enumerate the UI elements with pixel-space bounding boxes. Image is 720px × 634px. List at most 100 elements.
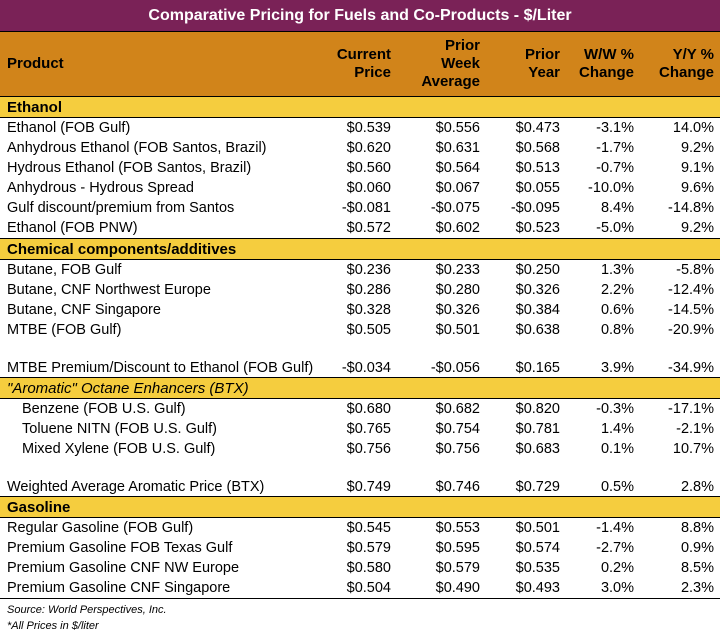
ww-change: -2.7% <box>596 540 634 556</box>
header-yy-change: Y/Y % Change <box>640 32 720 97</box>
prior-week-average: $0.754 <box>435 421 480 437</box>
table-row: MTBE Premium/Discount to Ethanol (FOB Gu… <box>0 340 720 378</box>
ww-change: 0.8% <box>600 322 634 338</box>
prior-year: $0.473 <box>515 120 560 136</box>
prior-year: $0.535 <box>515 560 560 576</box>
table-title: Comparative Pricing for Fuels and Co-Pro… <box>0 0 720 32</box>
table-row: Hydrous Ethanol (FOB Santos, Brazil) $0.5… <box>0 158 720 178</box>
product-name: Gulf discount/premium from Santos <box>7 200 235 216</box>
ww-change: 3.9% <box>600 360 634 376</box>
prior-year: $0.326 <box>515 282 560 298</box>
prior-week-average: $0.602 <box>435 220 480 236</box>
prior-year: $0.683 <box>515 441 560 457</box>
prior-year: $0.729 <box>515 479 560 495</box>
ww-change: 8.4% <box>600 200 634 216</box>
yy-change: -17.1% <box>668 401 714 417</box>
prior-year: $0.523 <box>515 220 560 236</box>
table-row: Ethanol (FOB PNW) $0.572 $0.602 $0.523 -5.0%… <box>0 218 720 239</box>
prior-year: $0.513 <box>515 160 560 176</box>
yy-change: -12.4% <box>668 282 714 298</box>
ww-change: -10.0% <box>588 180 634 196</box>
current-price: $0.579 <box>346 540 391 556</box>
prior-week-average: $0.564 <box>435 160 480 176</box>
ww-change: -0.7% <box>596 160 634 176</box>
prior-week-average: $0.556 <box>435 120 480 136</box>
yy-change: -2.1% <box>676 421 714 437</box>
header-ww-change: W/W % Change <box>566 32 640 97</box>
table-row: Weighted Average Aromatic Price (BTX) $0.… <box>0 459 720 497</box>
prior-week-average: $0.595 <box>435 540 480 556</box>
current-price: $0.236 <box>346 262 391 278</box>
yy-change: 0.9% <box>680 540 714 556</box>
prior-week-average: $0.490 <box>435 580 480 596</box>
prior-week-average: $0.233 <box>435 262 480 278</box>
ww-change: 0.5% <box>600 479 634 495</box>
current-price: $0.504 <box>346 580 391 596</box>
current-price: $0.765 <box>346 421 391 437</box>
units-note: *All Prices in $/liter <box>7 620 99 632</box>
section-header: "Aromatic" Octane Enhancers (BTX) <box>0 377 720 399</box>
table-row: Anhydrous Ethanol (FOB Santos, Brazil) $0… <box>0 138 720 158</box>
yy-change: 9.6% <box>680 180 714 196</box>
ww-change: 0.6% <box>600 302 634 318</box>
prior-week-average: $0.746 <box>435 479 480 495</box>
current-price: $0.680 <box>346 401 391 417</box>
prior-year: $0.165 <box>515 360 560 376</box>
yy-change: -34.9% <box>668 360 714 376</box>
table-row: Benzene (FOB U.S. Gulf) $0.680 $0.682 $0.82… <box>0 399 720 420</box>
header-current-price: Current Price <box>320 32 397 97</box>
product-name: Anhydrous - Hydrous Spread <box>7 180 194 196</box>
ww-change: 0.1% <box>600 441 634 457</box>
product-name: Mixed Xylene (FOB U.S. Gulf) <box>22 441 216 457</box>
table-row: Butane, FOB Gulf $0.236 $0.233 $0.250 1.3% -5… <box>0 260 720 281</box>
product-name: Ethanol (FOB Gulf) <box>7 120 131 136</box>
current-price: $0.539 <box>346 120 391 136</box>
yy-change: 8.8% <box>680 520 714 536</box>
prior-year: $0.501 <box>515 520 560 536</box>
current-price: $0.572 <box>346 220 391 236</box>
yy-change: -14.8% <box>668 200 714 216</box>
prior-week-average: $0.067 <box>435 180 480 196</box>
product-name: Premium Gasoline CNF Singapore <box>7 580 231 596</box>
yy-change: -14.5% <box>668 302 714 318</box>
table-row: Ethanol (FOB Gulf) $0.539 $0.556 $0.473 -3.1… <box>0 118 720 139</box>
prior-week-average: $0.756 <box>435 441 480 457</box>
prior-week-average: $0.326 <box>435 302 480 318</box>
prior-week-average: $0.280 <box>435 282 480 298</box>
yy-change: 10.7% <box>672 441 714 457</box>
product-name: Regular Gasoline (FOB Gulf) <box>7 520 194 536</box>
header-prior-year: Prior Year <box>486 32 566 97</box>
current-price: $0.749 <box>346 479 391 495</box>
prior-year: $0.820 <box>515 401 560 417</box>
yy-change: 8.5% <box>680 560 714 576</box>
prior-year: $0.638 <box>515 322 560 338</box>
table-row: Gulf discount/premium from Santos -$0.081… <box>0 198 720 218</box>
table-row: Butane, CNF Singapore $0.328 $0.326 $0.384 0… <box>0 300 720 320</box>
current-price: $0.620 <box>346 140 391 156</box>
section-title: "Aromatic" Octane Enhancers (BTX) <box>0 377 720 399</box>
product-name: Butane, CNF Northwest Europe <box>7 282 211 298</box>
prior-week-average: $0.579 <box>435 560 480 576</box>
prior-year: $0.493 <box>515 580 560 596</box>
product-name: MTBE Premium/Discount to Ethanol (FOB Gu… <box>7 360 314 376</box>
product-name: Anhydrous Ethanol (FOB Santos, Brazil) <box>7 140 267 156</box>
yy-change: 9.1% <box>680 160 714 176</box>
product-name: Ethanol (FOB PNW) <box>7 220 138 236</box>
yy-change: 9.2% <box>680 140 714 156</box>
yy-change: -5.8% <box>676 262 714 278</box>
prior-year: $0.781 <box>515 421 560 437</box>
table-row: Butane, CNF Northwest Europe $0.286 $0.280… <box>0 280 720 300</box>
prior-year: $0.055 <box>515 180 560 196</box>
current-price: $0.060 <box>346 180 391 196</box>
prior-week-average: $0.553 <box>435 520 480 536</box>
table-row: Premium Gasoline CNF NW Europe $0.580 $0.5… <box>0 558 720 578</box>
yy-change: 9.2% <box>680 220 714 236</box>
current-price: $0.560 <box>346 160 391 176</box>
product-name: Butane, CNF Singapore <box>7 302 161 318</box>
current-price: $0.505 <box>346 322 391 338</box>
ww-change: -0.3% <box>596 401 634 417</box>
ww-change: 3.0% <box>600 580 634 596</box>
current-price: $0.286 <box>346 282 391 298</box>
ww-change: -5.0% <box>596 220 634 236</box>
prior-year: $0.384 <box>515 302 560 318</box>
